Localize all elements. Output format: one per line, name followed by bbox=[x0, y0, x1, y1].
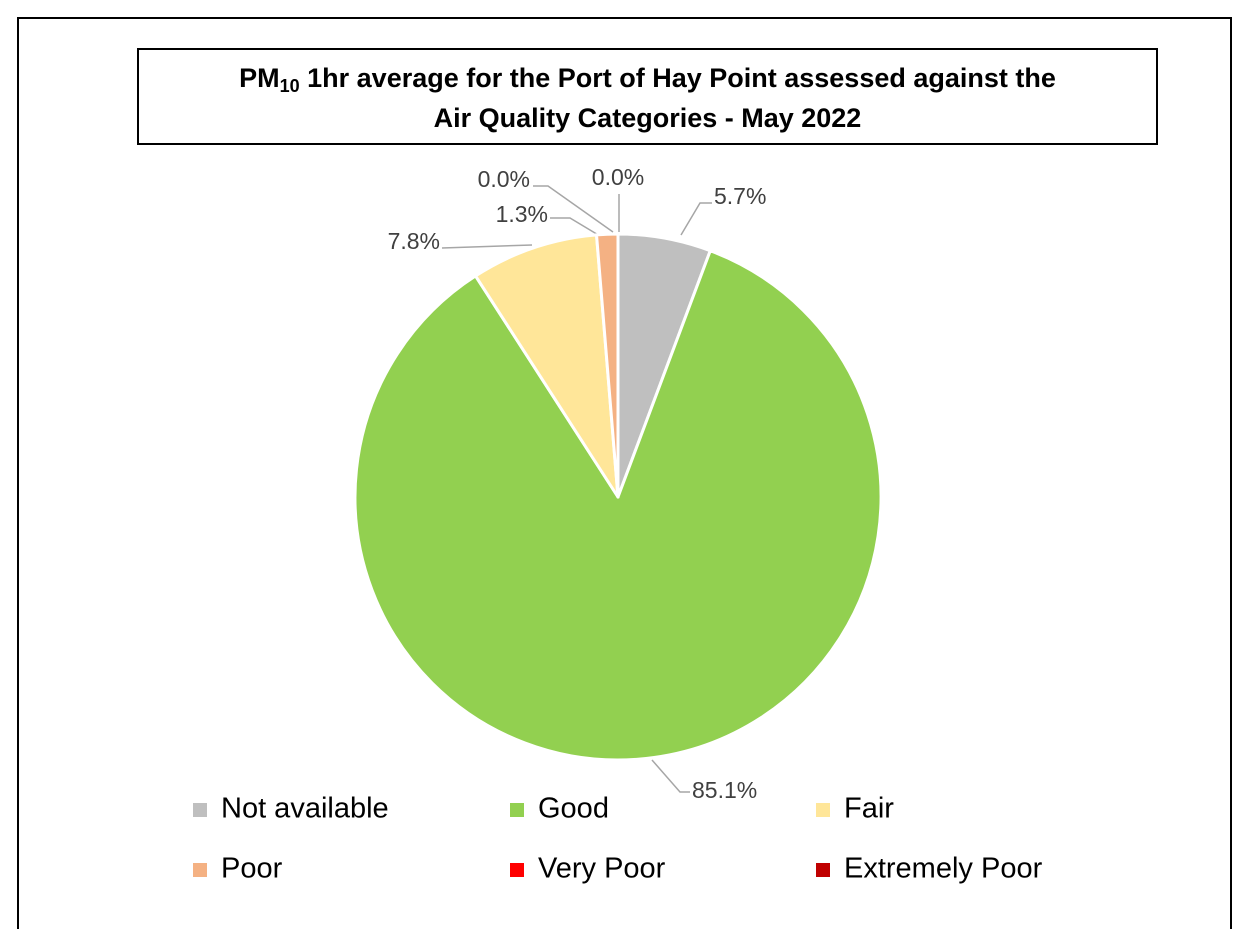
leader-line bbox=[680, 202, 712, 236]
legend-swatch bbox=[193, 863, 207, 877]
legend-label: Not available bbox=[221, 793, 389, 825]
pie-slice bbox=[353, 249, 883, 762]
leader-line bbox=[533, 185, 614, 233]
leader-line bbox=[550, 217, 601, 237]
data-label: 0.0% bbox=[478, 166, 530, 192]
legend-label: Extremely Poor bbox=[844, 853, 1043, 885]
title-subscript: 10 bbox=[279, 76, 300, 96]
chart-border bbox=[17, 17, 1232, 929]
legend-swatch bbox=[816, 863, 830, 877]
leader-line bbox=[651, 759, 690, 793]
legend-label: Good bbox=[538, 793, 609, 825]
data-label: 0.0% bbox=[592, 164, 644, 190]
legend-swatch bbox=[510, 803, 524, 817]
legend-label: Very Poor bbox=[538, 853, 666, 885]
data-label: 7.8% bbox=[388, 228, 440, 254]
pie-slice bbox=[474, 233, 620, 499]
legend-label: Poor bbox=[221, 853, 283, 885]
legend-swatch bbox=[510, 863, 524, 877]
legend-swatch bbox=[816, 803, 830, 817]
legend-swatch bbox=[193, 803, 207, 817]
data-label: 5.7% bbox=[714, 183, 766, 209]
chart-title: PM10 1hr average for the Port of Hay Poi… bbox=[137, 48, 1158, 145]
data-label: 85.1% bbox=[692, 777, 757, 803]
title-text: 1hr average for the Port of Hay Point as… bbox=[299, 63, 1056, 93]
data-label: 1.3% bbox=[496, 201, 548, 227]
title-text: PM bbox=[239, 63, 280, 93]
legend-label: Fair bbox=[844, 793, 894, 825]
leader-line bbox=[441, 244, 533, 249]
title-text: Air Quality Categories - May 2022 bbox=[433, 103, 862, 133]
leader-lines bbox=[441, 185, 712, 793]
